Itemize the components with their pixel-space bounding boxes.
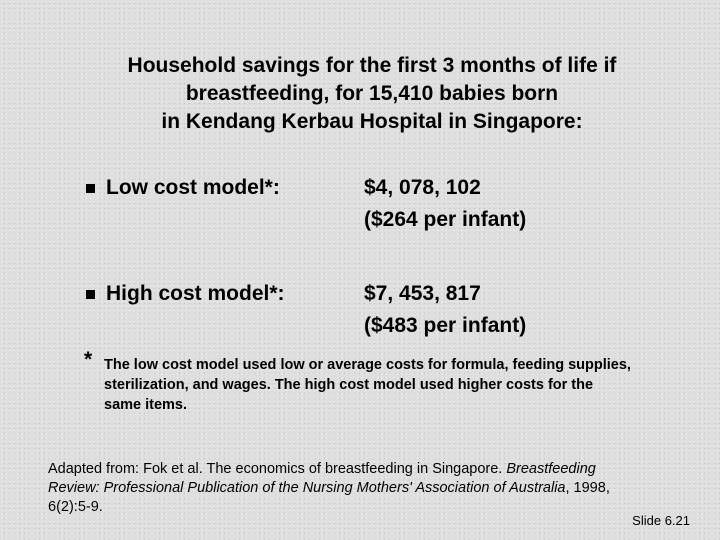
slide-number: Slide 6.21 [632,513,690,528]
bullet-square-icon [86,184,95,193]
footnote-line-2: sterilization, and wages. The high cost … [104,377,594,393]
source-text: Adapted from: Fok et al. The economics o… [48,461,507,477]
low-cost-total: $4, 078, 102 [364,176,481,199]
source-journal-name: Review: Professional Publication of the … [48,480,566,496]
low-cost-per-infant: ($264 per infant) [364,208,527,231]
source-citation: Adapted from: Fok et al. The economics o… [48,460,688,517]
source-line-3: 6(2):5-9. [48,499,103,515]
source-year: , 1998, [565,480,610,496]
low-cost-value: $4, 078, 102 ($264 per infant) [364,172,526,236]
footnote: The low cost model used low or average c… [104,355,694,415]
source-journal-start: Breastfeeding [506,461,596,477]
high-cost-per-infant: ($483 per infant) [364,314,527,337]
high-cost-total: $7, 453, 817 [364,282,481,305]
title-line-3: in Kendang Kerbau Hospital in Singapore: [161,110,583,133]
high-cost-label: High cost model*: [106,282,285,305]
footnote-line-3: same items. [104,397,188,413]
low-cost-label: Low cost model*: [106,176,280,199]
bullet-square-icon [86,290,95,299]
title-line-1: Household savings for the first 3 months… [127,54,617,77]
title-line-2: breastfeeding, for 15,410 babies born [185,82,559,105]
footnote-line-1: The low cost model used low or average c… [104,357,631,373]
source-line-1: Adapted from: Fok et al. The economics o… [48,460,688,479]
source-line-2: Review: Professional Publication of the … [48,479,688,498]
high-cost-value: $7, 453, 817 ($483 per infant) [364,278,526,342]
slide-title: Household savings for the first 3 months… [40,52,704,136]
footnote-marker: * [84,348,93,371]
